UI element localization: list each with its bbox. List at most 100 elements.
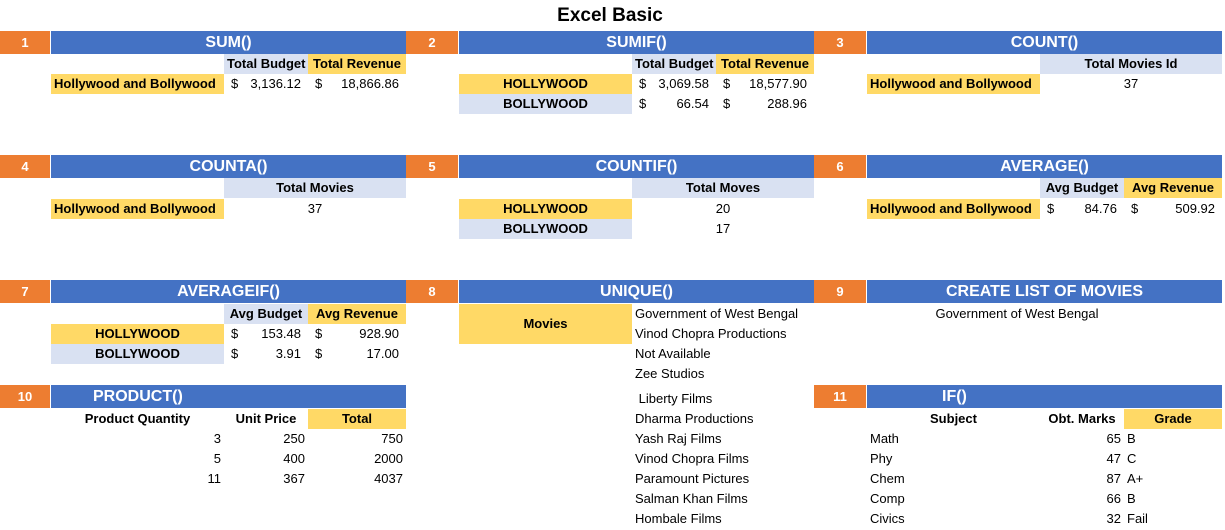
currency-symbol: $	[723, 76, 731, 91]
value-avg-budget-bollywood: 3.91	[275, 346, 301, 361]
marks-cell: 32	[1106, 511, 1121, 526]
header-unit-price: Unit Price	[235, 411, 297, 426]
row-label: Hollywood and Bollywood	[51, 74, 224, 94]
value-counta: 37	[307, 201, 323, 216]
section-number: 10	[0, 385, 50, 408]
header-total-budget: Total Budget	[632, 54, 716, 74]
header-avg-revenue: Avg Revenue	[1124, 178, 1222, 198]
marks-cell: 66	[1106, 491, 1121, 506]
value-revenue-hollywood: 18,577.90	[749, 76, 807, 91]
row-label: Hollywood and Bollywood	[867, 199, 1040, 219]
value-budget-hollywood: 3,069.58	[658, 76, 709, 91]
grade-cell: C	[1127, 451, 1137, 466]
row-label: Hollywood and Bollywood	[867, 74, 1040, 94]
section-title-sum: SUM()	[51, 31, 406, 54]
grade-cell: B	[1127, 491, 1136, 506]
currency-symbol: $	[315, 346, 323, 361]
header-total-budget: Total Budget	[224, 54, 308, 74]
header-total: Total	[308, 409, 406, 429]
section-number: 6	[814, 155, 866, 178]
currency-symbol: $	[639, 96, 647, 111]
subject-cell: Civics	[870, 511, 905, 526]
row-label-bollywood: BOLLYWOOD	[51, 344, 224, 364]
unique-item: Vinod Chopra Films	[635, 451, 749, 466]
currency-symbol: $	[639, 76, 647, 91]
grade-cell: A+	[1127, 471, 1144, 486]
subject-cell: Phy	[870, 451, 893, 466]
unique-item: Government of West Bengal	[635, 306, 799, 321]
value-count: 37	[1123, 76, 1139, 91]
movies-label: Movies	[459, 304, 632, 344]
total-cell: 750	[381, 431, 403, 446]
row-label-hollywood: HOLLYWOOD	[459, 74, 632, 94]
row-label-bollywood: BOLLYWOOD	[459, 94, 632, 114]
unique-item: Not Available	[635, 346, 711, 361]
value-revenue-bollywood: 288.96	[767, 96, 807, 111]
currency-symbol: $	[315, 76, 323, 91]
marks-cell: 65	[1106, 431, 1121, 446]
row-label: Hollywood and Bollywood	[51, 199, 224, 219]
currency-symbol: $	[1047, 201, 1055, 216]
header-grade: Grade	[1124, 409, 1222, 429]
value-total-budget: 3,136.12	[250, 76, 301, 91]
header-total-revenue: Total Revenue	[716, 54, 814, 74]
header-subject: Subject	[930, 411, 977, 426]
section-number: 8	[406, 280, 458, 303]
row-label-hollywood: HOLLYWOOD	[51, 324, 224, 344]
section-title-average: AVERAGE()	[867, 155, 1222, 178]
currency-symbol: $	[1131, 201, 1139, 216]
section-number: 4	[0, 155, 50, 178]
row-label-bollywood: BOLLYWOOD	[459, 219, 632, 239]
unit-price-cell: 400	[283, 451, 305, 466]
section-title-countif: COUNTIF()	[459, 155, 814, 178]
unit-price-cell: 367	[283, 471, 305, 486]
header-total-movies: Total Movies	[224, 178, 406, 198]
header-avg-budget: Avg Budget	[1040, 178, 1124, 198]
unique-item: Salman Khan Films	[635, 491, 748, 506]
currency-symbol: $	[315, 326, 323, 341]
currency-symbol: $	[231, 76, 239, 91]
unique-item: Yash Raj Films	[635, 431, 722, 446]
section-title-unique: UNIQUE()	[459, 280, 814, 303]
header-total-moves: Total Moves	[632, 178, 814, 198]
unique-item: Liberty Films	[635, 391, 713, 406]
section-number: 9	[814, 280, 866, 303]
header-obt-marks: Obt. Marks	[1048, 411, 1116, 426]
unique-item: Paramount Pictures	[635, 471, 750, 486]
section-number: 5	[406, 155, 458, 178]
currency-symbol: $	[723, 96, 731, 111]
unique-item: Dharma Productions	[635, 411, 754, 426]
row-label-hollywood: HOLLYWOOD	[459, 199, 632, 219]
value-avg-revenue: 509.92	[1175, 201, 1215, 216]
section-number: 1	[0, 31, 50, 54]
value-avg-budget-hollywood: 153.48	[261, 326, 301, 341]
section-number: 11	[814, 385, 866, 408]
section-title-sumif: SUMIF()	[459, 31, 814, 54]
marks-cell: 47	[1106, 451, 1121, 466]
grade-cell: Fail	[1127, 511, 1148, 526]
subject-cell: Chem	[870, 471, 905, 486]
value-avg-budget: 84.76	[1084, 201, 1117, 216]
section-number: 7	[0, 280, 50, 303]
section-title-create-list: CREATE LIST OF MOVIES	[867, 280, 1222, 303]
section-title-if: IF()	[867, 385, 1222, 408]
section-title-counta: COUNTA()	[51, 155, 406, 178]
unique-item: Vinod Chopra Productions	[635, 326, 787, 341]
header-avg-budget: Avg Budget	[224, 304, 308, 324]
unique-item: Hombale Films	[635, 511, 722, 526]
quantity-cell: 5	[213, 451, 221, 466]
section-title-count: COUNT()	[867, 31, 1222, 54]
total-cell: 4037	[374, 471, 403, 486]
value-countif-hollywood: 20	[715, 201, 731, 216]
header-avg-revenue: Avg Revenue	[308, 304, 406, 324]
section-title-averageif: AVERAGEIF()	[51, 280, 406, 303]
section-number: 2	[406, 31, 458, 54]
created-list-value: Government of West Bengal	[935, 306, 1099, 321]
section-number: 3	[814, 31, 866, 54]
quantity-cell: 3	[213, 431, 221, 446]
header-product-quantity: Product Quantity	[84, 411, 191, 426]
value-total-revenue: 18,866.86	[341, 76, 399, 91]
value-countif-bollywood: 17	[715, 221, 731, 236]
currency-symbol: $	[231, 346, 239, 361]
unique-item: Zee Studios	[635, 366, 705, 381]
